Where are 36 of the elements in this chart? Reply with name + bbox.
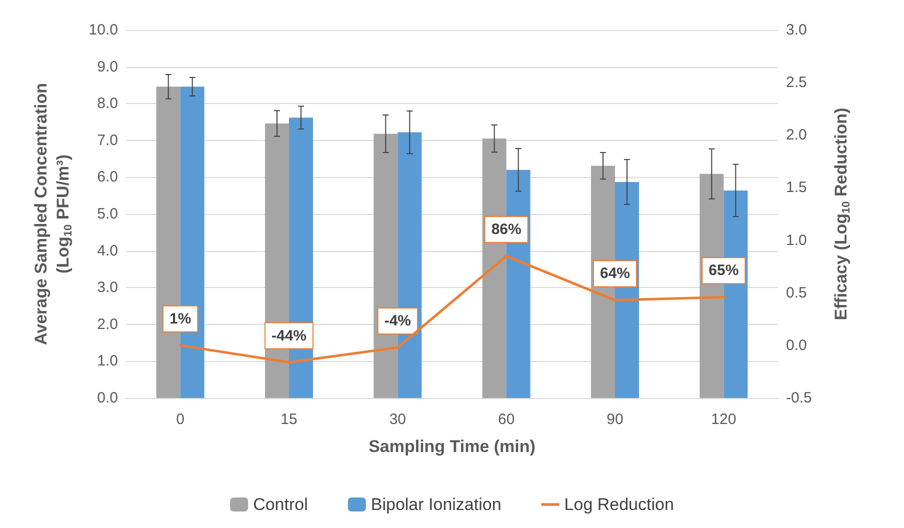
x-axis-title: Sampling Time (min) <box>368 437 536 456</box>
annotation: 86% <box>491 221 522 238</box>
y-tick-label: 2.0 <box>97 316 118 333</box>
annotation: 1% <box>169 310 192 328</box>
x-tick-label: 0 <box>176 411 185 428</box>
y2-tick-label: 0.0 <box>786 336 807 354</box>
annotation: -4% <box>384 312 412 330</box>
y-tick-label: 1.0 <box>97 352 118 370</box>
y-tick-label: 9.0 <box>97 58 118 76</box>
x-tick-label: 120 <box>711 411 736 428</box>
y-tick-label: 4.0 <box>97 242 118 260</box>
y-tick-label: 5.0 <box>97 206 118 222</box>
annotation: 65% <box>708 262 739 280</box>
y-tick-label: 3.0 <box>97 279 118 296</box>
y2-tick-label: 2.5 <box>786 74 807 92</box>
y2-tick-label: -0.5 <box>786 390 812 406</box>
x-tick-label: 30 <box>389 411 406 428</box>
y2-tick-label: 3.0 <box>786 22 807 38</box>
legend-label: Log Reduction <box>564 495 674 514</box>
y-tick-label: 6.0 <box>97 168 118 186</box>
legend-label: Control <box>253 495 308 514</box>
y2-tick-label: 0.5 <box>786 284 807 302</box>
y-tick-label: 7.0 <box>97 132 118 149</box>
y-tick-label: 0.0 <box>97 390 118 406</box>
annotation: 64% <box>600 265 630 282</box>
y2-tick-label: 1.5 <box>786 179 807 196</box>
annotation: -44% <box>271 327 307 344</box>
x-tick-label: 60 <box>498 411 515 428</box>
y-tick-label: 8.0 <box>97 95 118 112</box>
x-tick-label: 15 <box>280 411 298 428</box>
y2-tick-label: 1.0 <box>786 232 807 249</box>
x-tick-label: 90 <box>606 411 624 428</box>
y2-tick-label: 2.0 <box>786 126 807 144</box>
y-tick-label: 10.0 <box>88 22 118 38</box>
y2-axis-title: Efficacy (Log10 Reduction) <box>832 108 852 320</box>
legend-label: Bipolar Ionization <box>370 495 502 514</box>
